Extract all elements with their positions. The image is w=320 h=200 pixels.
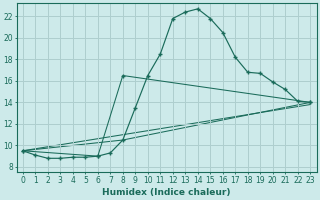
X-axis label: Humidex (Indice chaleur): Humidex (Indice chaleur) [102,188,231,197]
